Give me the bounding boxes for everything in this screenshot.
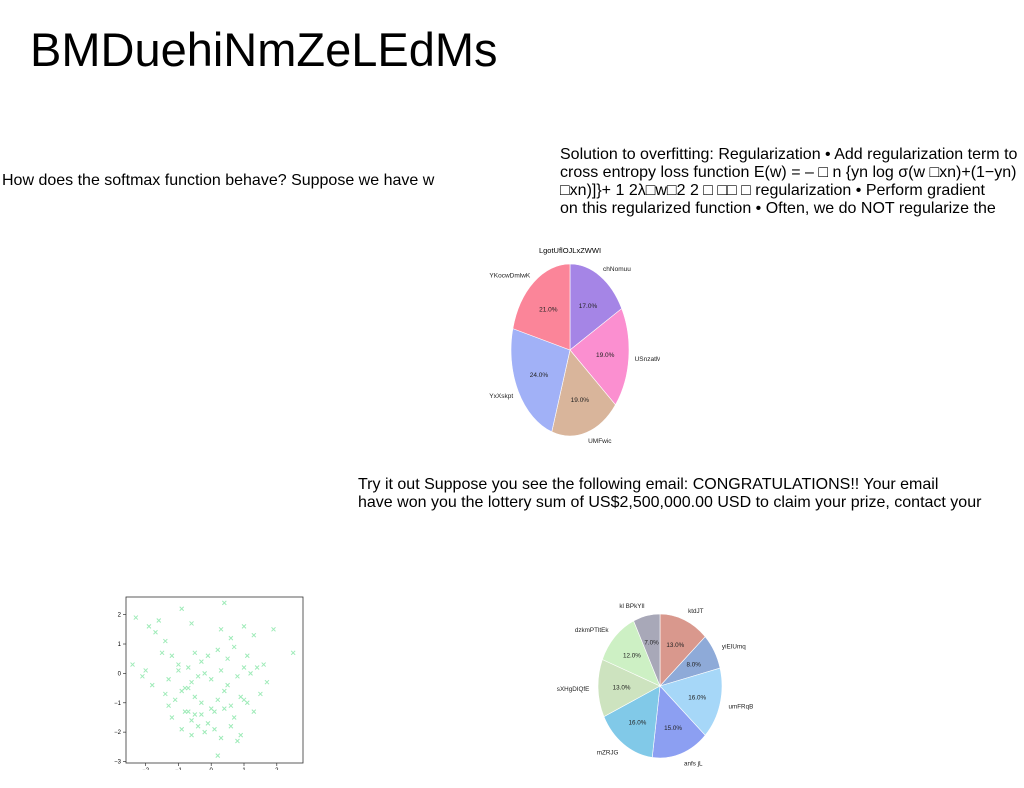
scatter-axes-frame bbox=[126, 597, 303, 763]
pie-slice-percent: 24.0% bbox=[530, 372, 549, 379]
pie-slice-label: YxXskpt bbox=[489, 393, 513, 400]
x-tick-label: −2 bbox=[142, 768, 150, 770]
pie-slice-label: sXHgDIQfE bbox=[557, 686, 590, 693]
regularization-line: Solution to overfitting: Regularization … bbox=[560, 146, 1022, 164]
regularization-line: □xn)]}+ 1 2λ□w□2 2 □ □□ □ regularization… bbox=[560, 182, 1022, 200]
y-tick-label: −1 bbox=[114, 701, 122, 707]
pie-slice-percent: 16.0% bbox=[628, 719, 646, 726]
x-tick-label: −1 bbox=[175, 768, 183, 770]
pie-slice-percent: 19.0% bbox=[596, 352, 615, 359]
spam-line: Try it out Suppose you see the following… bbox=[358, 476, 998, 494]
pie-slice-label: anfs jL bbox=[684, 760, 703, 767]
pie-slice-label: mZRJG bbox=[597, 750, 619, 757]
pie-slice-percent: 15.0% bbox=[664, 725, 682, 732]
pie-slice-percent: 13.0% bbox=[666, 642, 684, 649]
pie-slice-percent: 21.0% bbox=[539, 307, 558, 314]
scatter-plot: −2 −1 0 1 2 −3 −2 −1 0 1 2 bbox=[106, 594, 310, 770]
pie-slice-percent: 19.0% bbox=[571, 397, 590, 404]
pie-slice-percent: 16.0% bbox=[688, 694, 706, 701]
x-tick-label: 0 bbox=[210, 768, 214, 770]
pie-slice-percent: 13.0% bbox=[613, 685, 631, 692]
pie-chart-1: LgotUflOJLxZWWI 17.0% chNomuu 19.0% USnzatMw… bbox=[480, 238, 660, 450]
pie-slice-label: YKocwDmlwK bbox=[489, 273, 530, 280]
pie-slice-percent: 7.0% bbox=[644, 640, 659, 647]
pie-slice-label: chNomuu bbox=[603, 266, 631, 273]
regularization-paragraph: Solution to overfitting: Regularization … bbox=[560, 146, 1022, 218]
spam-email-paragraph: Try it out Suppose you see the following… bbox=[358, 476, 998, 512]
x-tick-label: 1 bbox=[242, 768, 246, 770]
pie-title: LgotUflOJLxZWWI bbox=[539, 246, 601, 255]
pie-slice-label: umFRqB bbox=[728, 704, 753, 711]
y-tick-label: 2 bbox=[118, 613, 122, 619]
page-title: BMDuehiNmZeLEdMs bbox=[30, 22, 498, 78]
spam-line: have won you the lottery sum of US$2,500… bbox=[358, 494, 998, 512]
pie-slice-label: ktdJT bbox=[688, 608, 704, 615]
y-tick-label: 0 bbox=[118, 671, 122, 677]
pie-slice-percent: 8.0% bbox=[687, 662, 702, 669]
y-tick-label: −2 bbox=[114, 730, 122, 736]
y-tick-label: −3 bbox=[114, 760, 122, 766]
pie-chart-2: 13.0% ktdJT 8.0% yiEIUmq 16.0% umFRqB 15.0% anf… bbox=[548, 598, 770, 768]
pie-slice-label: yiEIUmq bbox=[722, 644, 746, 651]
pie-slice-label: USnzatMwK bbox=[635, 356, 660, 363]
pie-slice-label: UMFwic bbox=[588, 438, 612, 445]
x-tick-label: 2 bbox=[275, 768, 279, 770]
y-tick-label: 1 bbox=[118, 642, 122, 648]
pie-slice-label: kl BPkYIl bbox=[619, 603, 644, 610]
regularization-line: cross entropy loss function E(w) = – □ n… bbox=[560, 164, 1022, 182]
softmax-question-text: How does the softmax function behave? Su… bbox=[2, 172, 442, 190]
pie-slice-percent: 12.0% bbox=[623, 653, 641, 660]
pie-slice-label: dzkmPTltEk bbox=[575, 627, 609, 634]
pie-slice-percent: 17.0% bbox=[579, 303, 598, 310]
regularization-line: on this regularized function • Often, we… bbox=[560, 200, 1022, 218]
